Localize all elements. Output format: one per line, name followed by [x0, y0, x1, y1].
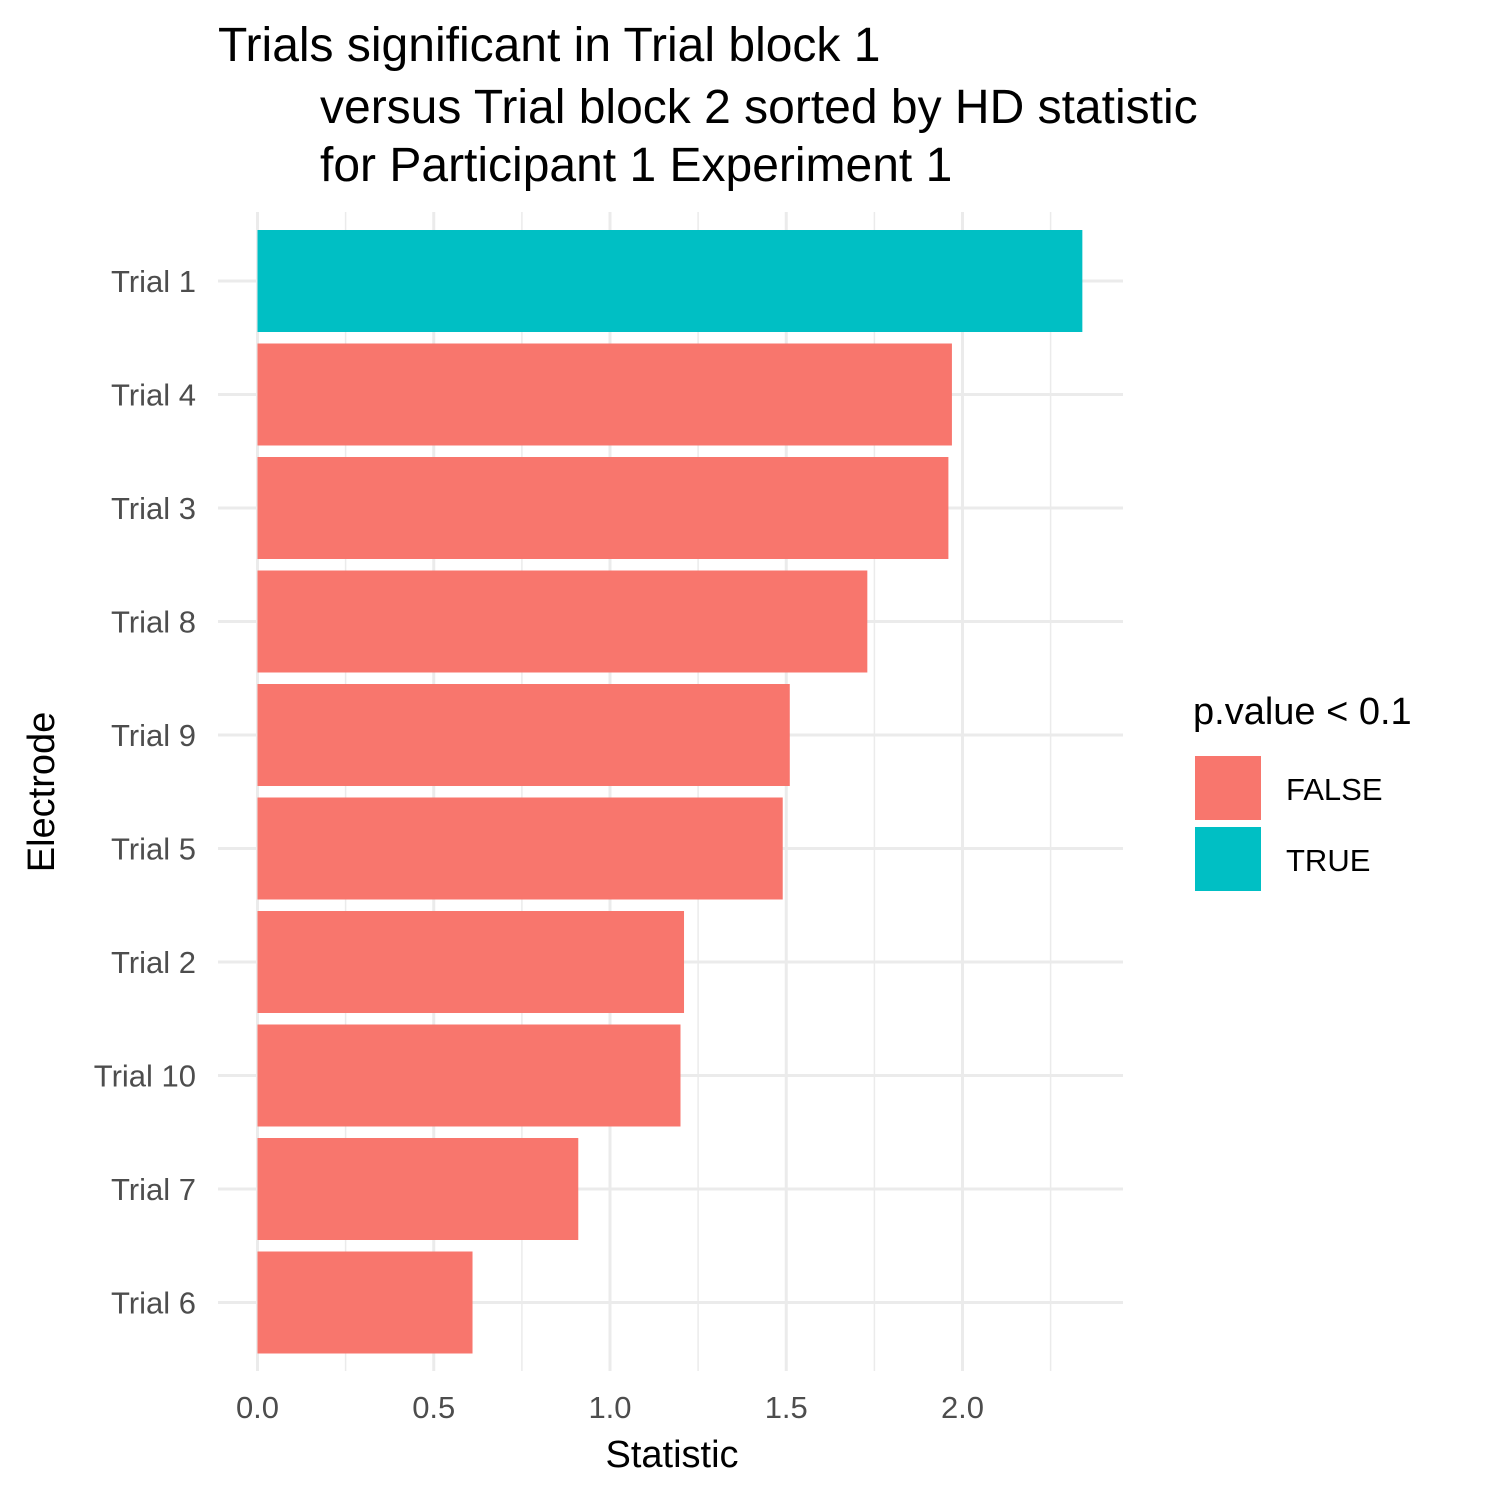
y-tick-label: Trial 6: [111, 1286, 196, 1321]
legend-swatch-false: [1195, 756, 1261, 820]
y-tick-label: Trial 4: [111, 378, 196, 413]
bars: [257, 230, 1083, 1354]
chart-title-line-3: for Participant 1 Experiment 1: [320, 139, 953, 192]
x-tick-label: 0.5: [412, 1390, 455, 1425]
bar-trial-6: [257, 1251, 473, 1354]
legend-label-false: FALSE: [1286, 772, 1383, 807]
y-axis-ticks: Trial 1 Trial 4 Trial 3 Trial 8 Trial 9 Trial…: [94, 264, 196, 1321]
bar-trial-1: [257, 230, 1083, 332]
y-tick-label: Trial 9: [111, 718, 196, 753]
bar-trial-7: [257, 1138, 579, 1240]
x-tick-label: 2.0: [941, 1390, 984, 1425]
legend: p.value < 0.1 FALSE TRUE: [1193, 691, 1412, 891]
x-tick-label: 0.0: [236, 1390, 279, 1425]
y-axis-title: Electrode: [21, 712, 63, 873]
y-tick-label: Trial 10: [94, 1059, 196, 1094]
bar-trial-2: [257, 911, 685, 1013]
legend-label-true: TRUE: [1286, 843, 1370, 878]
x-tick-label: 1.0: [588, 1390, 631, 1425]
y-tick-label: Trial 8: [111, 605, 196, 640]
y-tick-label: Trial 2: [111, 945, 196, 980]
bar-trial-5: [257, 797, 783, 900]
x-axis-title: Statistic: [605, 1434, 738, 1476]
y-tick-label: Trial 3: [111, 491, 196, 526]
legend-title: p.value < 0.1: [1193, 691, 1412, 733]
bar-trial-10: [257, 1024, 681, 1127]
bar-trial-4: [257, 343, 952, 446]
y-tick-label: Trial 5: [111, 832, 196, 867]
x-tick-label: 1.5: [765, 1390, 808, 1425]
x-axis-ticks: 0.0 0.5 1.0 1.5 2.0: [236, 1390, 984, 1425]
y-tick-label: Trial 1: [111, 264, 196, 299]
y-tick-label: Trial 7: [111, 1172, 196, 1207]
bar-trial-3: [257, 457, 949, 559]
chart-title-line-2: versus Trial block 2 sorted by HD statis…: [320, 81, 1198, 134]
bar-trial-9: [257, 684, 790, 786]
legend-swatch-true: [1195, 827, 1261, 891]
chart-title-line-1: Trials significant in Trial block 1: [218, 19, 881, 72]
bar-trial-8: [257, 570, 868, 673]
